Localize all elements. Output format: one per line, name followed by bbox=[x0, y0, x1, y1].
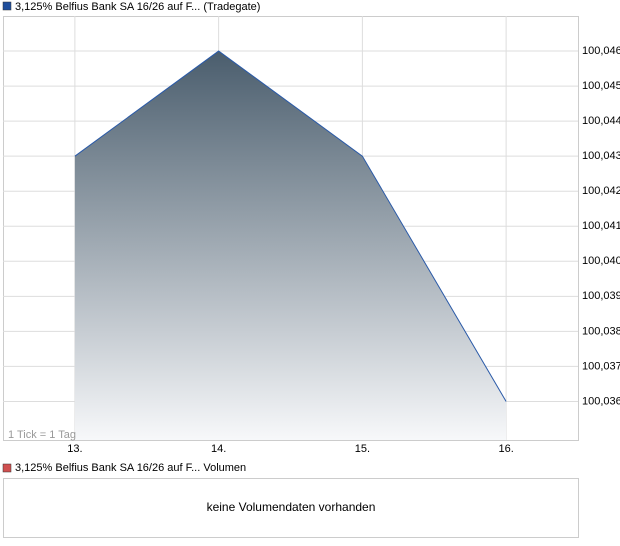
x-tick-label: 14. bbox=[211, 443, 226, 455]
y-tick-label: 100,041 bbox=[582, 220, 620, 232]
y-tick-label: 100,042 bbox=[582, 185, 620, 197]
y-tick-label: 100,043 bbox=[582, 150, 620, 162]
legend-swatch bbox=[2, 1, 12, 11]
y-tick-label: 100,044 bbox=[582, 115, 620, 127]
plot-frame bbox=[3, 16, 579, 441]
y-tick-label: 100,038 bbox=[582, 325, 620, 337]
y-tick-label: 100,037 bbox=[582, 360, 620, 372]
x-tick-label: 15. bbox=[355, 443, 370, 455]
volume-title: 3,125% Belfius Bank SA 16/26 auf F... Vo… bbox=[15, 462, 246, 474]
chart-title: 3,125% Belfius Bank SA 16/26 auf F... (T… bbox=[15, 1, 260, 13]
y-tick-label: 100,036 bbox=[582, 395, 620, 407]
y-tick-label: 100,040 bbox=[582, 255, 620, 267]
y-tick-label: 100,046 bbox=[582, 45, 620, 57]
legend-swatch bbox=[2, 463, 12, 473]
y-tick-label: 100,045 bbox=[582, 80, 620, 92]
line bbox=[74, 50, 507, 402]
area-fill bbox=[74, 51, 507, 440]
annotation: 1 Tick = 1 Tag bbox=[8, 429, 76, 441]
y-tick-label: 100,039 bbox=[582, 290, 620, 302]
x-tick-label: 16. bbox=[498, 443, 513, 455]
volume-message: keine Volumendaten vorhanden bbox=[207, 500, 376, 514]
volume-frame bbox=[3, 478, 579, 538]
x-tick-label: 13. bbox=[67, 443, 82, 455]
